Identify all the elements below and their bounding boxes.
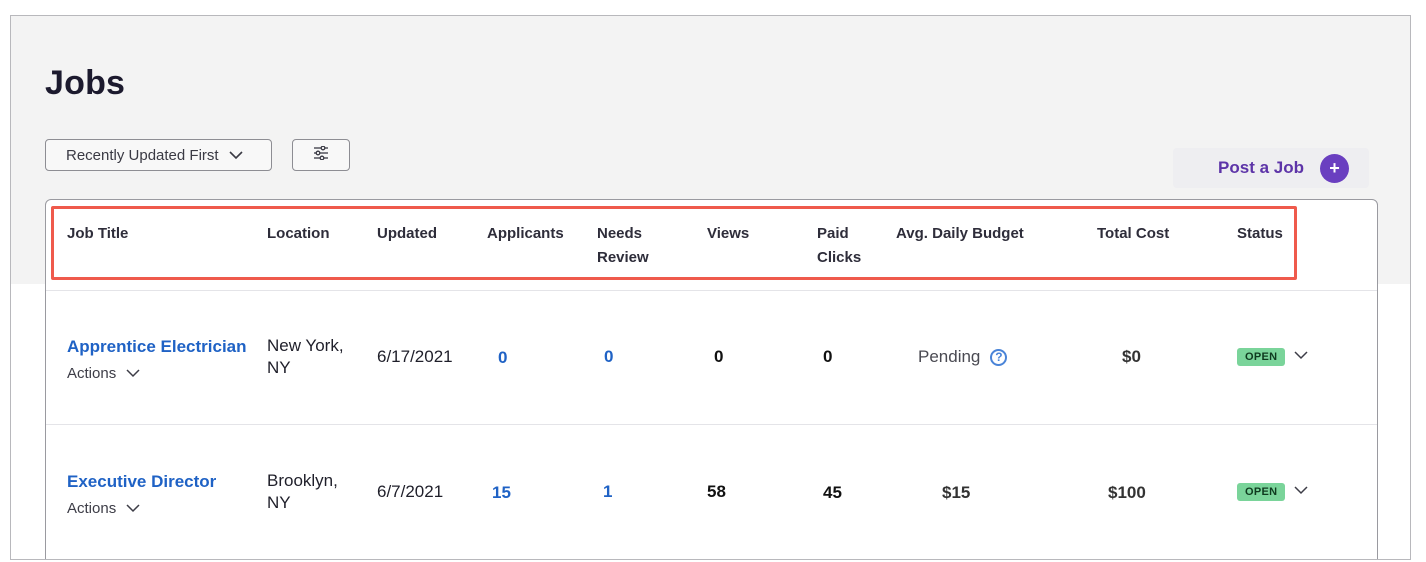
table-row: Executive Director Actions Brooklyn, NY … — [46, 425, 1377, 559]
applicants-count[interactable]: 15 — [492, 483, 511, 502]
chevron-down-icon — [126, 504, 140, 513]
views-count: 58 — [707, 482, 726, 501]
actions-label: Actions — [67, 500, 117, 517]
paid-clicks-count: 45 — [823, 483, 842, 502]
post-job-label: Post a Job — [1218, 158, 1304, 177]
status-chevron-down-icon[interactable] — [1294, 351, 1308, 360]
column-header-applicants[interactable]: Applicants — [487, 225, 564, 242]
column-header-views[interactable]: Views — [707, 225, 750, 242]
jobs-table: Job Title Location Updated Applicants Ne… — [45, 199, 1378, 559]
app-frame: Jobs Recently Updated First Post a Job +… — [10, 15, 1411, 560]
avg-daily-budget: Pending ? — [918, 347, 1008, 367]
table-row: Apprentice Electrician Actions New York,… — [46, 290, 1377, 425]
job-title-link[interactable]: Apprentice Electrician — [67, 337, 247, 356]
column-header-job-title[interactable]: Job Title — [67, 225, 129, 242]
plus-icon: + — [1320, 153, 1349, 183]
views-count: 0 — [714, 347, 724, 366]
sort-dropdown-label: Recently Updated First — [66, 146, 219, 164]
sort-dropdown[interactable]: Recently Updated First — [45, 139, 272, 171]
column-header-needs-review-line1: Needs — [597, 225, 643, 242]
paid-clicks-count: 0 — [823, 347, 833, 366]
column-header-updated[interactable]: Updated — [377, 225, 437, 242]
location-line2: NY — [267, 493, 291, 512]
actions-label: Actions — [67, 365, 117, 382]
table-header-row: Job Title Location Updated Applicants Ne… — [46, 200, 1377, 291]
column-header-total-cost[interactable]: Total Cost — [1097, 225, 1170, 242]
post-job-button[interactable]: Post a Job + — [1173, 148, 1369, 188]
location-line1: Brooklyn, — [267, 471, 338, 490]
column-header-paid-clicks[interactable]: Paid Clicks — [817, 222, 861, 270]
page-title: Jobs — [45, 64, 126, 102]
applicants-count[interactable]: 0 — [498, 348, 508, 367]
budget-pending-text: Pending — [918, 347, 981, 366]
location-line1: New York, — [267, 336, 344, 355]
sliders-icon — [313, 145, 329, 165]
chevron-down-icon — [229, 150, 243, 160]
column-header-status[interactable]: Status — [1237, 225, 1283, 242]
chevron-down-icon — [126, 369, 140, 378]
column-header-location[interactable]: Location — [267, 225, 330, 242]
location-line2: NY — [267, 358, 291, 377]
column-header-needs-review[interactable]: Needs Review — [597, 222, 649, 270]
location: Brooklyn, NY — [267, 470, 338, 514]
needs-review-count[interactable]: 0 — [604, 347, 614, 366]
job-title-link[interactable]: Executive Director — [67, 472, 217, 491]
total-cost: $100 — [1108, 483, 1146, 502]
actions-dropdown[interactable]: Actions — [67, 365, 140, 382]
column-header-paid-clicks-line1: Paid — [817, 225, 849, 242]
status-chevron-down-icon[interactable] — [1294, 486, 1308, 495]
status-badge: OPEN — [1237, 483, 1286, 501]
help-icon[interactable]: ? — [990, 348, 1008, 366]
avg-daily-budget: $15 — [942, 483, 971, 502]
actions-dropdown[interactable]: Actions — [67, 500, 140, 517]
total-cost: $0 — [1122, 347, 1141, 366]
updated-date: 6/17/2021 — [377, 347, 453, 366]
column-header-paid-clicks-line2: Clicks — [817, 249, 862, 266]
filter-settings-button[interactable] — [292, 139, 350, 171]
column-header-needs-review-line2: Review — [597, 249, 649, 266]
status-badge: OPEN — [1237, 348, 1286, 366]
updated-date: 6/7/2021 — [377, 482, 444, 501]
needs-review-count[interactable]: 1 — [603, 482, 613, 501]
location: New York, NY — [267, 335, 344, 379]
column-header-avg-daily-budget[interactable]: Avg. Daily Budget — [896, 225, 1024, 242]
